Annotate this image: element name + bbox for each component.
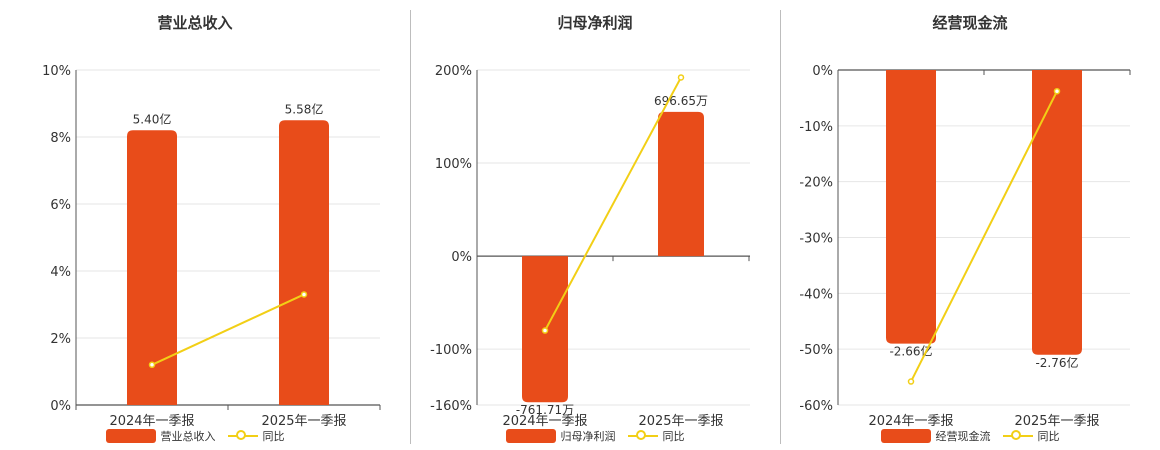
x-tick-label: 2025年一季报 [1014, 414, 1099, 429]
y-tick-label: -160% [430, 399, 472, 414]
chart-legend: 营业总收入 同比 [0, 428, 390, 444]
legend-label: 经营现金流 [935, 430, 991, 443]
legend-bar-swatch [105, 429, 156, 443]
chart-legend: 归母净利润 同比 [410, 428, 780, 444]
bar [1032, 70, 1082, 355]
legend-label: 同比 [662, 430, 685, 443]
y-tick-label: -10% [799, 120, 833, 135]
yoy-line [151, 293, 305, 366]
y-tick-label: -60% [799, 399, 833, 414]
legend-bar-swatch [880, 429, 931, 443]
y-tick-label: -100% [430, 343, 472, 358]
x-tick-label: 2025年一季报 [638, 414, 723, 429]
bar-value-label: -761.71万 [516, 403, 574, 417]
bar [658, 111, 704, 257]
y-tick-label: 6% [50, 198, 71, 213]
bar [127, 130, 177, 406]
y-tick-label: -30% [799, 232, 833, 247]
revenue-chart: 0% 2% 4% 6% 8% 10% 2024年一季报 2025年一季报 5.40亿 5.58亿 [42, 64, 381, 429]
cash-flow-chart-panel: 经营现金流 -60% -50% -40% -30% -20% -10% 0% 2024年一季报… [780, 0, 1160, 450]
bar-value-label: -2.66亿 [889, 344, 932, 359]
legend-item-line[interactable]: 同比 [1002, 428, 1060, 444]
y-tick-label: 0% [50, 399, 71, 414]
yoy-point [1053, 87, 1061, 95]
yoy-point [148, 361, 156, 369]
legend-line-swatch [227, 429, 258, 443]
y-tick-label: -50% [799, 343, 833, 358]
yoy-line [910, 90, 1058, 382]
legend-bar-swatch [505, 429, 556, 443]
y-tick-label: 0% [451, 250, 472, 265]
yoy-point [907, 378, 915, 385]
bar [886, 70, 936, 344]
y-tick-label: 8% [50, 131, 71, 146]
legend-label: 同比 [262, 430, 285, 443]
chart-legend: 经营现金流 同比 [780, 428, 1160, 444]
panel-divider [410, 10, 411, 444]
panel-divider [780, 10, 781, 444]
x-tick-label: 2024年一季报 [502, 414, 587, 429]
legend-item-bar[interactable]: 经营现金流 [880, 428, 991, 444]
bar-value-label: 5.40亿 [133, 111, 172, 126]
y-tick-label: 2% [50, 332, 71, 347]
bar-value-label: 5.58亿 [285, 101, 324, 116]
revenue-chart-panel: 营业总收入 0% 2% 4% 6% 8% 10% 2024年一季报 2025年一季报 5.40亿… [0, 0, 390, 450]
y-tick-label: 4% [50, 265, 71, 280]
bar-value-label: -2.76亿 [1035, 355, 1078, 370]
legend-label: 归母净利润 [560, 430, 616, 443]
chart-title: 经营现金流 [932, 14, 1008, 32]
bar-value-label: 696.65万 [654, 94, 708, 108]
y-tick-label: -40% [799, 287, 833, 302]
net-profit-chart-panel: 归母净利润 -160% -100% 0% 100% 200% 2024年一季报 2025年一… [410, 0, 780, 450]
x-tick-label: 2025年一季报 [261, 414, 346, 429]
y-tick-label: 10% [42, 64, 71, 79]
yoy-point [677, 74, 685, 81]
legend-label: 同比 [1037, 430, 1060, 443]
legend-item-bar[interactable]: 归母净利润 [505, 428, 616, 444]
legend-label: 营业总收入 [160, 430, 216, 443]
legend-item-line[interactable]: 同比 [627, 428, 685, 444]
net-profit-chart: -160% -100% 0% 100% 200% 2024年一季报 2025年一季报 -761… [430, 64, 750, 429]
yoy-line [544, 76, 682, 332]
yoy-point [541, 327, 549, 334]
y-tick-label: -20% [799, 176, 833, 191]
legend-line-swatch [627, 429, 658, 443]
legend-item-bar[interactable]: 营业总收入 [105, 428, 216, 444]
x-tick-label: 2024年一季报 [868, 414, 953, 429]
legend-item-line[interactable]: 同比 [227, 428, 285, 444]
y-tick-label: 0% [812, 64, 833, 79]
x-tick-label: 2024年一季报 [109, 414, 194, 429]
chart-title: 营业总收入 [157, 14, 233, 32]
legend-line-swatch [1002, 429, 1033, 443]
cash-flow-chart: -60% -50% -40% -30% -20% -10% 0% 2024年一季报 2025年一… [799, 64, 1131, 429]
chart-title: 归母净利润 [557, 14, 633, 32]
y-tick-label: 100% [435, 157, 472, 172]
yoy-point [300, 291, 308, 298]
bar [279, 120, 329, 405]
y-tick-label: 200% [435, 64, 472, 79]
